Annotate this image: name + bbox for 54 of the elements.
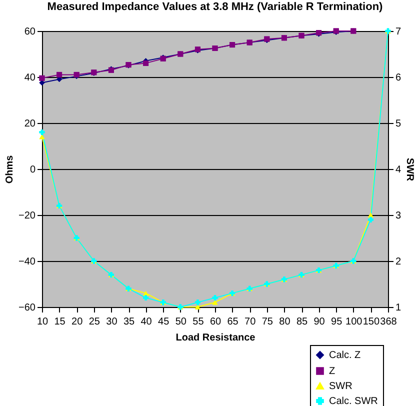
- x-tick-label: 10: [36, 316, 48, 328]
- y2-tick-label: 7: [396, 26, 402, 38]
- point: [56, 76, 62, 82]
- legend-label: Calc. SWR: [329, 396, 378, 406]
- legend-label: Z: [329, 366, 336, 377]
- y-tick-label: −40: [18, 256, 36, 268]
- point: [56, 72, 62, 78]
- x-tick-label: 95: [331, 316, 343, 328]
- y-tick-label: 40: [24, 72, 36, 84]
- x-tick-label: 50: [175, 316, 187, 328]
- y-tick-label: 0: [30, 164, 36, 176]
- x-tick-label: 80: [279, 316, 291, 328]
- y-tick-label: 20: [24, 118, 36, 130]
- point: [368, 212, 374, 218]
- point: [194, 300, 200, 306]
- x-tick-label: 70: [244, 316, 256, 328]
- x-tick-label: 65: [227, 316, 239, 328]
- point: [212, 295, 218, 301]
- x-tick-label: 20: [72, 316, 84, 328]
- x-tick-label: 90: [314, 316, 326, 328]
- point: [143, 290, 149, 296]
- y2-tick-label: 2: [396, 256, 402, 268]
- point: [368, 216, 374, 222]
- y2-tick-label: 3: [396, 210, 402, 222]
- y-tick-label: −20: [18, 210, 36, 222]
- y2-tick-label: 4: [396, 164, 402, 176]
- y-tick-label: −60: [18, 302, 36, 314]
- x-tick-label: 45: [158, 316, 170, 328]
- y2-tick-label: 1: [396, 302, 402, 314]
- point: [212, 300, 218, 305]
- x-tick-label: 55: [192, 316, 204, 328]
- x-axis-title: Load Resistance: [176, 332, 256, 344]
- point: [143, 295, 149, 301]
- y-axis-title: Ohms: [4, 154, 16, 184]
- x-tick-label: 85: [296, 316, 308, 328]
- x-tick-label: 30: [106, 316, 118, 328]
- y2-tick-label: 6: [396, 72, 402, 84]
- x-tick-label: 368: [380, 316, 398, 328]
- x-tick-label: 150: [362, 316, 380, 328]
- y2-tick-label: 5: [396, 118, 402, 130]
- chart-title: Measured Impedance Values at 3.8 MHz (Variable R Termination): [47, 1, 384, 13]
- x-tick-label: 100: [346, 316, 363, 328]
- y2-axis-title: SWR: [404, 158, 416, 182]
- x-tick-label: 35: [123, 316, 135, 328]
- x-tick-label: 40: [140, 316, 152, 328]
- point: [194, 304, 200, 310]
- x-tick-label: 75: [262, 316, 274, 328]
- x-tick-label: 25: [88, 316, 100, 328]
- x-tick-label: 15: [54, 316, 66, 328]
- x-tick-label: 60: [210, 316, 222, 328]
- legend-label: Calc. Z: [329, 350, 361, 361]
- legend-label: SWR: [329, 381, 352, 392]
- y-tick-label: 60: [24, 26, 36, 38]
- point: [39, 129, 45, 135]
